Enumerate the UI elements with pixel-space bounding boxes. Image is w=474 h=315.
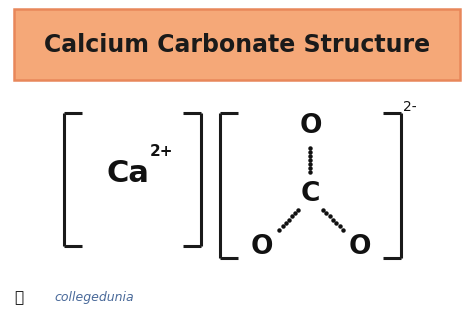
FancyBboxPatch shape xyxy=(14,9,460,80)
Text: O: O xyxy=(251,234,273,260)
Text: collegedunia: collegedunia xyxy=(55,291,134,304)
Text: 2-: 2- xyxy=(403,100,417,114)
Text: Calcium Carbonate Structure: Calcium Carbonate Structure xyxy=(44,33,430,57)
Text: Ca: Ca xyxy=(107,159,149,188)
Text: O: O xyxy=(349,234,372,260)
Text: C: C xyxy=(301,181,320,207)
Text: O: O xyxy=(299,113,322,139)
Text: 2+: 2+ xyxy=(149,144,173,159)
Text: 👨: 👨 xyxy=(14,290,23,305)
